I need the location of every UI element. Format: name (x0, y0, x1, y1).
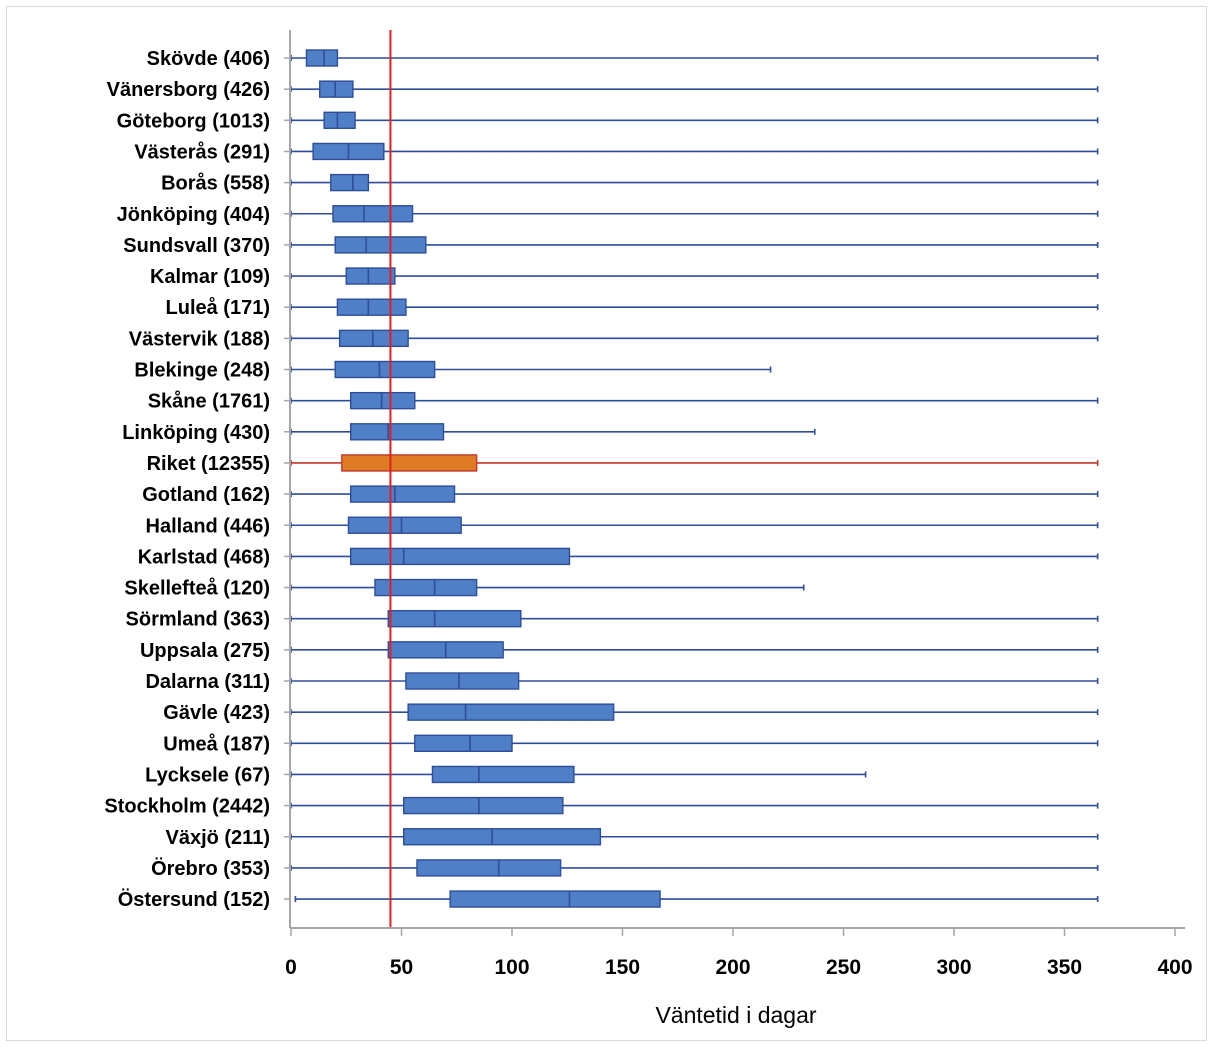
x-tick-label: 150 (605, 956, 640, 979)
category-label: Borås (558) (161, 172, 270, 195)
box-iqr (330, 173, 370, 192)
box-iqr (347, 516, 462, 534)
category-label: Skövde (406) (147, 48, 270, 70)
category-label: Blekinge (248) (134, 360, 270, 382)
box-iqr (407, 703, 615, 721)
box-iqr (414, 734, 513, 752)
box-iqr (374, 578, 478, 597)
category-label: Skellefteå (120) (124, 577, 270, 600)
category-label: Riket (12355) (147, 453, 270, 475)
box-iqr (403, 796, 564, 815)
box-iqr (349, 423, 445, 441)
box-iqr (349, 547, 571, 566)
box-iqr (405, 672, 520, 690)
box-iqr (403, 828, 602, 846)
category-label: Gotland (162) (142, 484, 270, 506)
x-tick-label: 50 (390, 956, 413, 979)
box-iqr (334, 236, 427, 254)
box-iqr (305, 49, 339, 67)
box-iqr (334, 360, 436, 379)
category-label: Växjö (211) (165, 827, 270, 849)
box-iqr (319, 80, 354, 98)
tick-labels-layer: 0 50 100 150 200 250 300 350 400 (285, 956, 1192, 979)
category-label: Stockholm (2442) (104, 796, 270, 818)
box-iqr (332, 205, 414, 223)
category-label: Sörmland (363) (126, 609, 270, 631)
box-iqr (345, 267, 396, 285)
category-label: Sundsvall (370) (123, 235, 270, 257)
category-label: Vänersborg (426) (107, 79, 270, 101)
category-label: Kalmar (109) (150, 266, 270, 288)
chart-frame (6, 6, 1207, 1041)
x-axis-title: Väntetid i dagar (655, 1002, 816, 1028)
box-iqr (349, 485, 456, 503)
category-label: Linköping (430) (122, 422, 270, 444)
category-label: Västerås (291) (134, 140, 270, 163)
x-tick-label: 200 (715, 956, 750, 979)
x-tick-label: 250 (826, 956, 861, 979)
category-label: Östersund (152) (118, 888, 270, 911)
box-iqr (387, 610, 522, 628)
x-tick-label: 100 (494, 956, 529, 979)
category-label: Umeå (187) (163, 732, 270, 755)
category-label: Dalarna (311) (145, 671, 270, 693)
box-iqr (431, 765, 575, 784)
box-iqr (323, 111, 356, 130)
category-label: Uppsala (275) (140, 640, 270, 662)
box-iqr (416, 859, 562, 877)
category-label: Örebro (353) (151, 857, 270, 880)
whiskers-layer (290, 55, 1099, 903)
category-label: Luleå (171) (166, 296, 270, 319)
category-label: Jönköping (404) (117, 204, 270, 226)
box-iqr (449, 890, 661, 908)
box-iqr (349, 391, 416, 410)
category-label: Gävle (423) (163, 702, 270, 724)
axes-layer (284, 30, 1185, 936)
category-label: Halland (446) (146, 515, 270, 537)
category-label: Västervik (188) (129, 328, 270, 350)
box-iqr (336, 298, 407, 316)
category-label: Lycksele (67) (145, 764, 270, 786)
x-tick-label: 400 (1157, 956, 1192, 979)
box-iqr (341, 454, 478, 472)
x-tick-label: 350 (1047, 956, 1082, 979)
category-label: Karlstad (468) (138, 546, 270, 568)
box-iqr (338, 329, 409, 348)
x-tick-label: 300 (936, 956, 971, 979)
x-tick-label: 0 (285, 956, 297, 979)
category-labels-layer: Skövde (406) Vänersborg (426) Göteborg (10… (104, 48, 270, 911)
category-label: Skåne (1761) (148, 390, 270, 413)
category-label: Göteborg (1013) (117, 110, 270, 132)
boxes-layer (305, 49, 661, 908)
